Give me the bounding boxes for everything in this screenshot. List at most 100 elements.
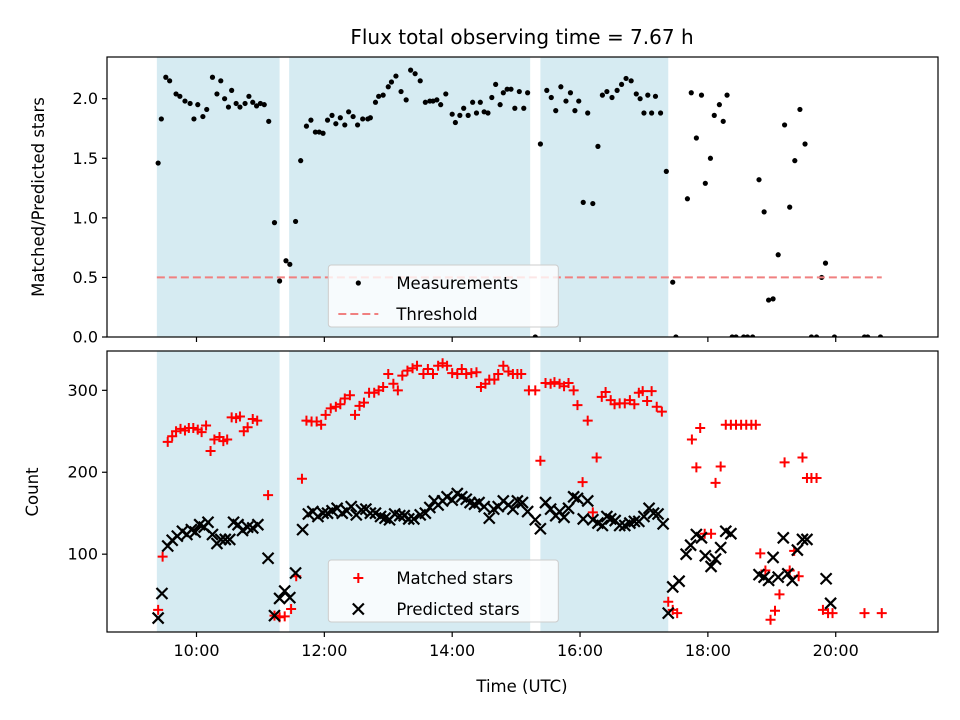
measurement-point (590, 200, 596, 207)
matched-star-point (209, 434, 220, 445)
legend-marker-measurements (355, 280, 361, 286)
measurement-point (167, 78, 173, 84)
predicted-star-point (781, 567, 795, 581)
measurement-point (781, 122, 788, 128)
predicted-star-point (557, 511, 571, 524)
matched-star-point (493, 368, 504, 379)
measurement-point (585, 110, 591, 116)
measurement-point (465, 112, 471, 118)
predicted-star-point (206, 528, 219, 541)
measurement-point (500, 90, 506, 96)
bottom-y-tick-label: 300 (67, 381, 98, 400)
predicted-star-point (534, 522, 547, 536)
measurement-point (567, 90, 574, 96)
matched-star-point (672, 608, 683, 619)
measurement-point (657, 110, 664, 116)
predicted-star-point (562, 502, 575, 515)
x-tick-label: 16:00 (557, 641, 603, 660)
measurement-point (449, 111, 455, 117)
matched-star-point (296, 473, 307, 484)
predicted-star-point (684, 538, 697, 552)
measurement-point (333, 121, 339, 127)
matched-star-point (646, 386, 657, 397)
measurement-point (422, 99, 428, 105)
matched-star-point (755, 548, 766, 559)
predicted-star-point (800, 533, 814, 546)
predicted-star-point (482, 511, 496, 525)
measurement-point (756, 177, 762, 183)
measurement-point (376, 93, 382, 99)
matched-star-point (234, 411, 245, 422)
bottom-shaded-interval (540, 351, 669, 632)
measurement-point (417, 78, 423, 84)
predicted-star-point (819, 572, 833, 586)
x-tick-label: 14:00 (429, 641, 475, 660)
measurement-point (670, 279, 676, 285)
bottom-legend: Matched stars Predicted stars (327, 559, 559, 623)
predicted-star-point (766, 551, 780, 564)
predicted-star-point (704, 560, 718, 573)
measurement-point (548, 94, 554, 101)
matched-star-point (715, 461, 726, 472)
predicted-star-point (344, 500, 358, 513)
measurement-point (707, 155, 714, 161)
measurement-point (688, 90, 694, 96)
measurement-point (346, 109, 352, 115)
measurement-point (750, 334, 756, 337)
predicted-star-point (188, 525, 202, 539)
measurement-point (508, 86, 514, 92)
x-tick-label: 20:00 (813, 641, 859, 660)
measurement-point (645, 92, 651, 98)
measurement-point (342, 122, 348, 128)
measurement-point (229, 87, 235, 93)
top-legend-box (327, 264, 559, 328)
measurement-point (521, 105, 527, 111)
predicted-star-point (201, 515, 215, 529)
measurement-point (813, 334, 820, 337)
measurement-point (831, 334, 838, 337)
measurement-point (408, 67, 414, 73)
x-axis-label: Time (UTC) (475, 677, 567, 696)
legend-label: Threshold (395, 305, 477, 324)
matched-star-point (442, 360, 453, 371)
measurement-point (350, 113, 356, 120)
matched-star-point (530, 385, 541, 396)
measurement-point (729, 334, 735, 337)
matched-star-point (695, 423, 706, 434)
matched-star-point (392, 385, 403, 396)
chart-title: Flux total observing time = 7.67 h (350, 25, 693, 49)
measurement-point (470, 99, 476, 105)
predicted-star-point (283, 591, 297, 604)
top-y-axis-label: Matched/Predicted stars (29, 97, 48, 297)
matched-star-point (563, 377, 574, 388)
predicted-star-point (355, 503, 368, 517)
measurement-point (775, 252, 781, 258)
matched-star-point (335, 399, 346, 410)
measurement-point (308, 117, 314, 123)
measurement-point (261, 102, 267, 108)
measurement-point (485, 110, 491, 116)
measurement-point (250, 99, 256, 105)
matched-star-point (535, 455, 546, 466)
measurement-point (187, 100, 193, 107)
measurement-point (525, 90, 531, 96)
predicted-star-point (613, 519, 626, 532)
measurement-point (222, 96, 228, 102)
legend-label: Measurements (396, 274, 518, 293)
matched-star-point (325, 403, 336, 414)
matched-star-point (629, 399, 640, 410)
measurement-point (702, 180, 708, 186)
measurement-point (741, 334, 747, 337)
predicted-star-point (581, 494, 594, 508)
predicted-star-point (791, 543, 804, 557)
legend-label: Matched stars (396, 569, 513, 588)
measurement-point (276, 278, 283, 284)
matched-star-point (587, 507, 598, 518)
measurement-point (614, 87, 620, 93)
matched-star-point (222, 434, 233, 445)
measurement-point (572, 108, 578, 114)
predicted-star-point (714, 541, 727, 554)
measurement-point (324, 117, 331, 123)
measurement-point (797, 106, 803, 113)
